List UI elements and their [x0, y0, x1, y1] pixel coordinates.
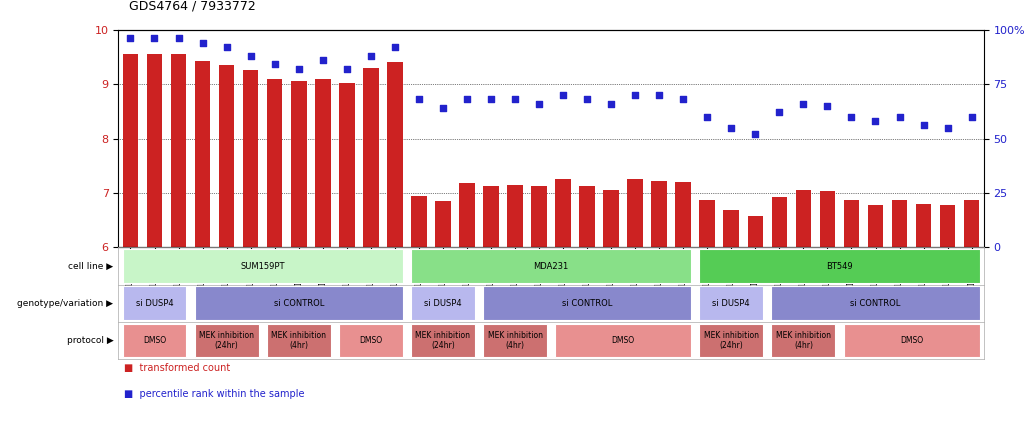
Point: [290, 66, 307, 72]
Point: [123, 35, 139, 42]
Bar: [651, 181, 667, 247]
Point: [314, 57, 331, 63]
Bar: [699, 200, 715, 247]
Bar: [916, 204, 931, 247]
Point: [699, 113, 716, 120]
Bar: [267, 79, 282, 247]
Point: [411, 96, 427, 103]
Bar: [123, 54, 138, 247]
Bar: [892, 200, 907, 247]
Point: [675, 96, 691, 103]
Text: MEK inhibition
(24hr): MEK inhibition (24hr): [415, 331, 471, 350]
Bar: [771, 198, 787, 247]
Text: ■  percentile rank within the sample: ■ percentile rank within the sample: [124, 389, 304, 399]
Bar: [676, 182, 691, 247]
Bar: [195, 61, 210, 247]
Bar: [507, 185, 523, 247]
Text: MEK inhibition
(24hr): MEK inhibition (24hr): [703, 331, 759, 350]
Point: [218, 44, 235, 50]
Text: BT549: BT549: [826, 261, 853, 271]
Text: si CONTROL: si CONTROL: [851, 299, 900, 308]
Point: [963, 113, 980, 120]
Point: [916, 122, 932, 129]
Point: [891, 113, 907, 120]
Point: [242, 52, 259, 59]
Bar: [723, 210, 740, 247]
Text: si CONTROL: si CONTROL: [274, 299, 323, 308]
Point: [819, 102, 835, 109]
Bar: [820, 191, 835, 247]
Point: [146, 35, 163, 42]
Bar: [964, 200, 980, 247]
Point: [483, 96, 500, 103]
Text: MEK inhibition
(24hr): MEK inhibition (24hr): [199, 331, 254, 350]
Text: MEK inhibition
(4hr): MEK inhibition (4hr): [776, 331, 831, 350]
Text: genotype/variation ▶: genotype/variation ▶: [18, 299, 113, 308]
Bar: [363, 68, 379, 247]
Bar: [748, 216, 763, 247]
Point: [435, 104, 451, 111]
Text: GDS4764 / 7933772: GDS4764 / 7933772: [129, 0, 255, 13]
Point: [723, 124, 740, 131]
Bar: [243, 71, 259, 247]
Point: [747, 131, 763, 137]
Bar: [218, 65, 235, 247]
Point: [867, 118, 884, 124]
Bar: [627, 179, 643, 247]
Point: [386, 44, 403, 50]
Point: [555, 92, 572, 99]
Point: [651, 92, 667, 99]
Point: [363, 52, 379, 59]
Bar: [146, 54, 163, 247]
Text: cell line ▶: cell line ▶: [68, 261, 113, 271]
Bar: [411, 196, 426, 247]
Text: protocol ▶: protocol ▶: [67, 336, 113, 345]
Bar: [795, 190, 812, 247]
Point: [939, 124, 956, 131]
Bar: [555, 179, 571, 247]
Point: [579, 96, 595, 103]
Bar: [435, 201, 451, 247]
Bar: [290, 81, 307, 247]
Text: si DUSP4: si DUSP4: [136, 299, 173, 308]
Text: MDA231: MDA231: [534, 261, 569, 271]
Text: MEK inhibition
(4hr): MEK inhibition (4hr): [487, 331, 543, 350]
Bar: [483, 187, 499, 247]
Point: [195, 39, 211, 46]
Point: [458, 96, 475, 103]
Text: si CONTROL: si CONTROL: [562, 299, 612, 308]
Text: SUM159PT: SUM159PT: [240, 261, 285, 271]
Point: [170, 35, 186, 42]
Point: [267, 61, 283, 68]
Bar: [531, 187, 547, 247]
Text: ■  transformed count: ■ transformed count: [124, 363, 230, 374]
Bar: [339, 83, 354, 247]
Text: si DUSP4: si DUSP4: [424, 299, 461, 308]
Bar: [171, 54, 186, 247]
Bar: [604, 190, 619, 247]
Text: DMSO: DMSO: [900, 336, 923, 345]
Text: DMSO: DMSO: [359, 336, 382, 345]
Text: MEK inhibition
(4hr): MEK inhibition (4hr): [271, 331, 327, 350]
Text: DMSO: DMSO: [143, 336, 166, 345]
Bar: [844, 200, 859, 247]
Bar: [387, 62, 403, 247]
Bar: [579, 187, 595, 247]
Point: [339, 66, 355, 72]
Point: [507, 96, 523, 103]
Bar: [867, 205, 884, 247]
Point: [603, 100, 619, 107]
Text: si DUSP4: si DUSP4: [713, 299, 750, 308]
Point: [627, 92, 644, 99]
Text: DMSO: DMSO: [612, 336, 634, 345]
Bar: [939, 205, 956, 247]
Point: [795, 100, 812, 107]
Bar: [459, 183, 475, 247]
Point: [530, 100, 547, 107]
Point: [771, 109, 788, 116]
Point: [844, 113, 860, 120]
Bar: [315, 79, 331, 247]
